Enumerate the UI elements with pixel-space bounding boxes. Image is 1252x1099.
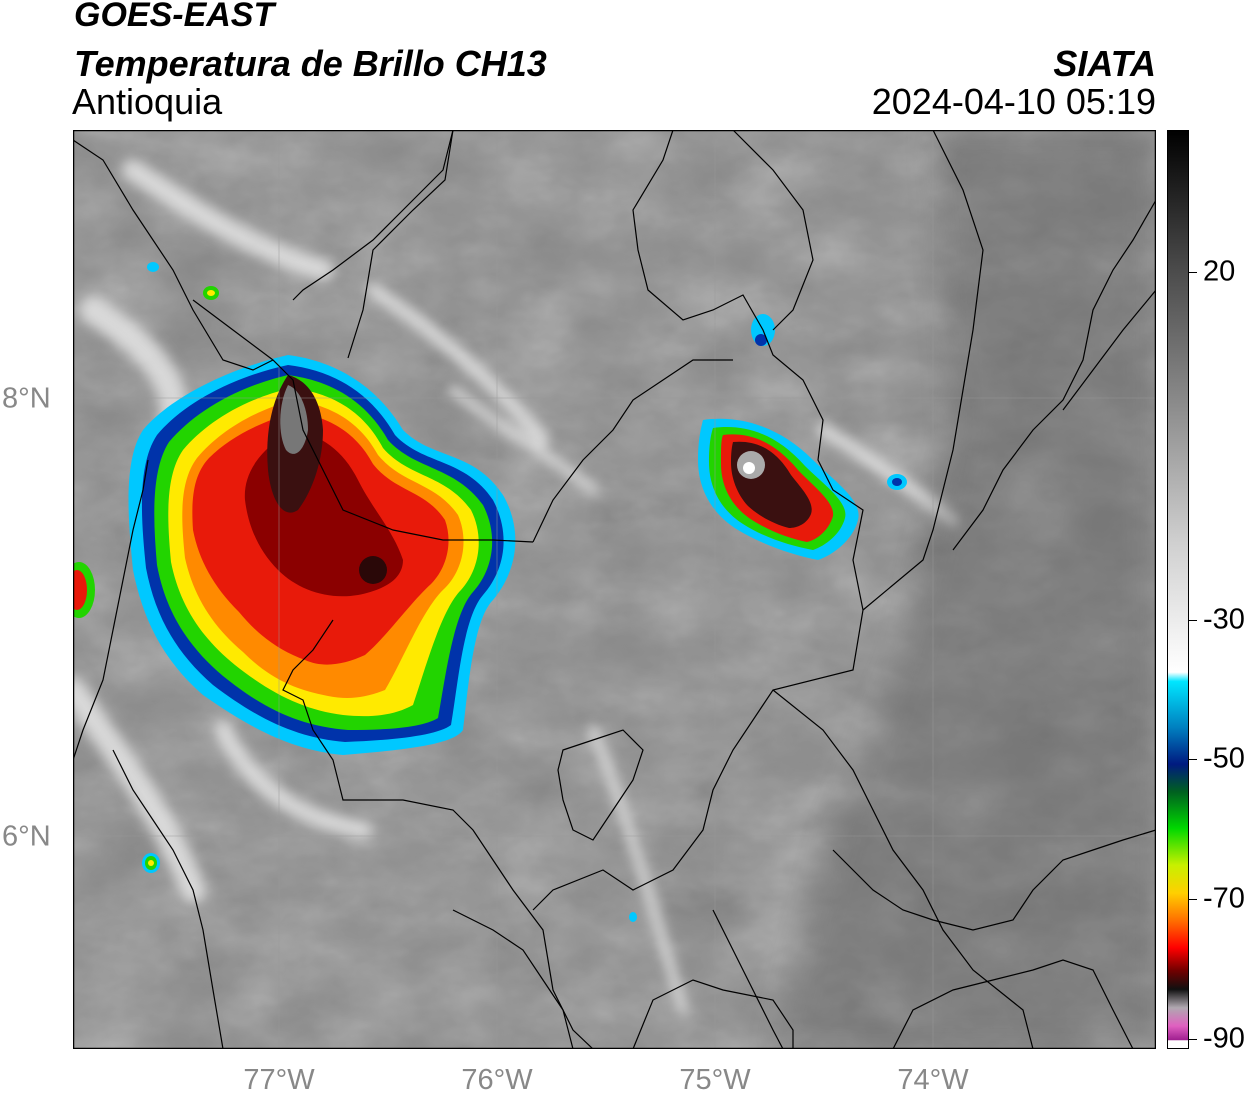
storm-west bbox=[128, 355, 516, 755]
lon-label-75w: 75°W bbox=[679, 1064, 751, 1096]
colorbar-tick bbox=[1189, 272, 1197, 273]
storm-east bbox=[698, 418, 859, 560]
colorbar-tick bbox=[1189, 899, 1197, 900]
organization-label: SIATA bbox=[1053, 43, 1156, 84]
satellite-map bbox=[73, 130, 1156, 1049]
colorbar-tick bbox=[1189, 759, 1197, 760]
storm-edge bbox=[73, 562, 95, 618]
admin-boundaries bbox=[73, 130, 1156, 1049]
colorbar-tick bbox=[1189, 1039, 1197, 1040]
region-label: Antioquia bbox=[72, 81, 223, 122]
datetime-label: 2024-04-10 05:19 bbox=[871, 81, 1156, 122]
lon-label-77w: 77°W bbox=[243, 1064, 315, 1096]
product-title: Temperatura de Brillo CH13 bbox=[74, 43, 547, 84]
colorbar-label-minus50: -50 bbox=[1203, 742, 1245, 775]
colorbar-label-minus70: -70 bbox=[1203, 882, 1245, 915]
lon-label-74w: 74°W bbox=[897, 1064, 969, 1096]
colorbar-label-minus90: -90 bbox=[1203, 1022, 1245, 1055]
graticule bbox=[73, 130, 1156, 1049]
colorbar-label-20: 20 bbox=[1203, 255, 1236, 288]
colorbar bbox=[1167, 130, 1189, 1049]
colorbar-label-minus30: -30 bbox=[1203, 603, 1245, 636]
lat-label-8n: 8°N bbox=[2, 382, 51, 415]
lat-label-6n: 6°N bbox=[2, 820, 51, 853]
colorbar-tick bbox=[1189, 620, 1197, 621]
satellite-title: GOES-EAST bbox=[74, 0, 275, 34]
lon-label-76w: 76°W bbox=[461, 1064, 533, 1096]
